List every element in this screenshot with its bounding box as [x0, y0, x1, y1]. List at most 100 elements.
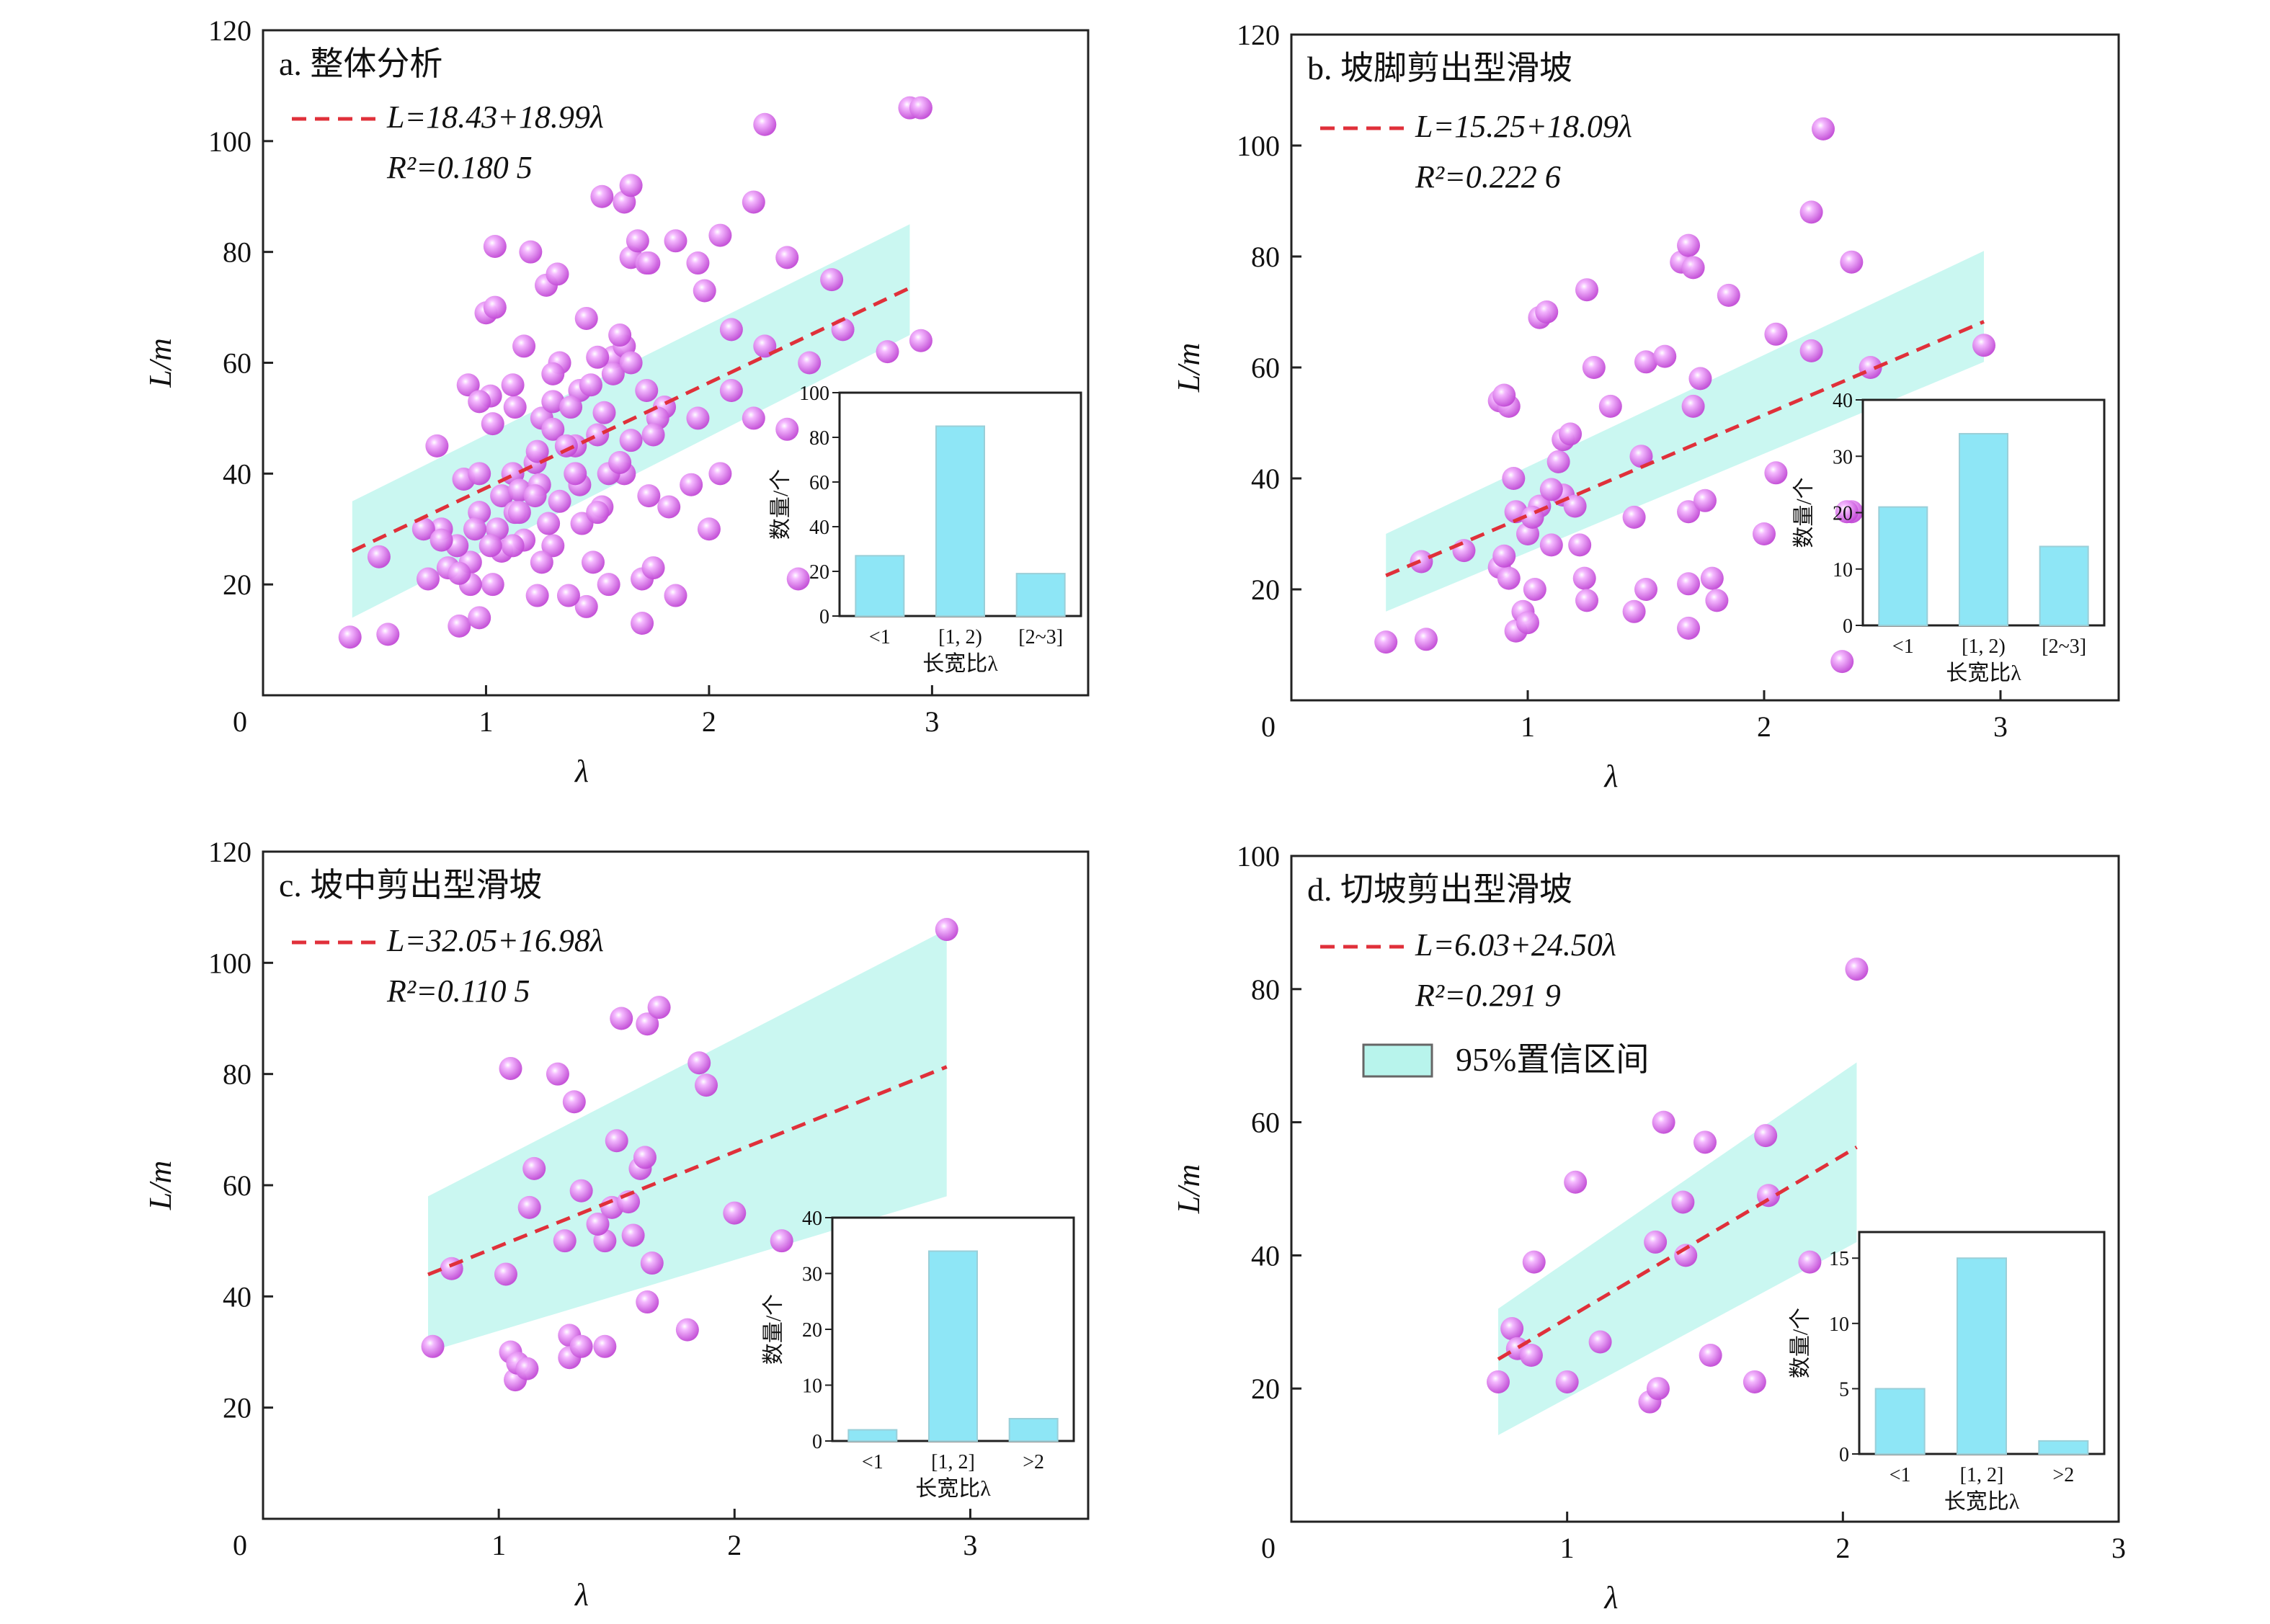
data-point [448, 561, 471, 585]
data-point [626, 229, 649, 253]
data-point [519, 240, 543, 264]
x-axis-title: λ [574, 1577, 589, 1612]
data-point [574, 594, 598, 618]
data-point [525, 584, 549, 607]
data-point [631, 612, 654, 635]
y-tick-label: 80 [223, 236, 252, 269]
data-point [876, 340, 899, 364]
data-point [501, 534, 525, 558]
inset-category-label: [1, 2) [938, 626, 982, 648]
inset-bar-chart: <1 [1, 2) [2~3] 0 20 40 60 80 100 长宽比λ 数量/个 [769, 383, 1082, 676]
inset-bar [935, 425, 985, 617]
data-point [1563, 494, 1587, 518]
inset-y-tick-label: 60 [809, 472, 829, 494]
y-tick-label: 120 [1237, 19, 1280, 51]
data-point [468, 606, 491, 630]
origin-label: 0 [1261, 710, 1276, 743]
inset-y-tick-label: 30 [1833, 446, 1853, 468]
inset-category-label: <1 [1890, 1464, 1911, 1486]
inset-bar [1015, 573, 1066, 617]
y-tick-label: 120 [208, 14, 252, 47]
data-point [569, 1334, 593, 1358]
data-point [1519, 1344, 1543, 1367]
origin-label: 0 [1261, 1532, 1276, 1564]
inset-bar [1959, 432, 2008, 626]
data-point [641, 556, 665, 580]
data-point [1646, 1377, 1670, 1401]
x-axis-title: λ [1603, 759, 1618, 794]
data-point [1671, 1190, 1695, 1214]
data-point [770, 1229, 793, 1253]
y-tick-label: 120 [208, 836, 252, 868]
data-point [593, 1334, 617, 1358]
inset-y-tick-label: 10 [1833, 559, 1853, 581]
y-axis-title: L/m [143, 1161, 178, 1210]
data-point [530, 550, 553, 574]
data-point [1644, 1230, 1668, 1254]
data-point [586, 501, 610, 525]
inset-category-label: <1 [1892, 635, 1914, 658]
inset-y-tick-label: 0 [1839, 1444, 1849, 1466]
data-point [621, 1223, 645, 1247]
data-point [1699, 1344, 1722, 1367]
r-squared: R²=0.110 5 [386, 973, 530, 1009]
data-point [586, 1213, 610, 1236]
y-tick-label: 100 [208, 125, 252, 158]
data-point [1799, 200, 1823, 224]
inset-bar [1957, 1257, 2007, 1455]
data-point [582, 550, 605, 574]
data-point [507, 501, 531, 525]
x-tick-label: 1 [479, 705, 493, 738]
data-point [468, 462, 491, 486]
data-point [798, 351, 822, 375]
data-point [592, 401, 616, 424]
data-point [1523, 578, 1546, 601]
data-point [1622, 599, 1646, 623]
inset-x-title: 长宽比λ [1946, 661, 2021, 685]
data-point [456, 373, 480, 397]
data-point [1798, 1250, 1822, 1274]
data-point [1374, 630, 1398, 654]
data-point [1717, 283, 1740, 307]
fit-equation: L=18.43+18.99λ [386, 99, 604, 135]
data-point [548, 489, 571, 513]
data-point [1575, 278, 1598, 302]
data-point [411, 517, 435, 541]
data-point [1972, 334, 1996, 357]
panel-a: 1 2 3 20 40 60 80 100 120 0 λ L/m a. 整体分析 L=18.43+18.… [143, 14, 1090, 789]
data-point [1693, 1130, 1717, 1154]
x-tick-label: 3 [1993, 710, 2008, 743]
x-tick-label: 2 [702, 705, 716, 738]
data-point [693, 279, 716, 303]
data-point [1677, 233, 1701, 257]
data-point [1830, 650, 1854, 674]
y-tick-label: 40 [1251, 1239, 1280, 1272]
data-point [636, 1012, 659, 1036]
data-point [1588, 1330, 1612, 1354]
inset-category-label: [1, 2) [1962, 635, 2006, 658]
data-point [494, 1262, 517, 1286]
data-point [1492, 544, 1516, 568]
inset-y-tick-label: 30 [802, 1264, 822, 1286]
data-point [637, 484, 661, 508]
inset-category-label: >2 [2052, 1464, 2074, 1486]
data-point [1539, 533, 1563, 557]
data-point [723, 1201, 747, 1225]
x-tick-label: 1 [491, 1529, 506, 1561]
y-tick-label: 100 [1237, 840, 1280, 873]
data-point [562, 1090, 586, 1114]
fit-line [1497, 1146, 1858, 1361]
y-tick-label: 20 [223, 1392, 252, 1424]
data-point [909, 96, 933, 120]
data-point [1688, 367, 1712, 391]
data-point [619, 174, 643, 197]
inset-x-title: 长宽比λ [922, 652, 998, 676]
data-point [786, 567, 810, 591]
data-point [586, 345, 610, 369]
data-point [541, 417, 565, 441]
x-tick-label: 3 [2111, 1532, 2126, 1564]
data-point [680, 473, 703, 496]
data-point [1500, 1317, 1524, 1341]
